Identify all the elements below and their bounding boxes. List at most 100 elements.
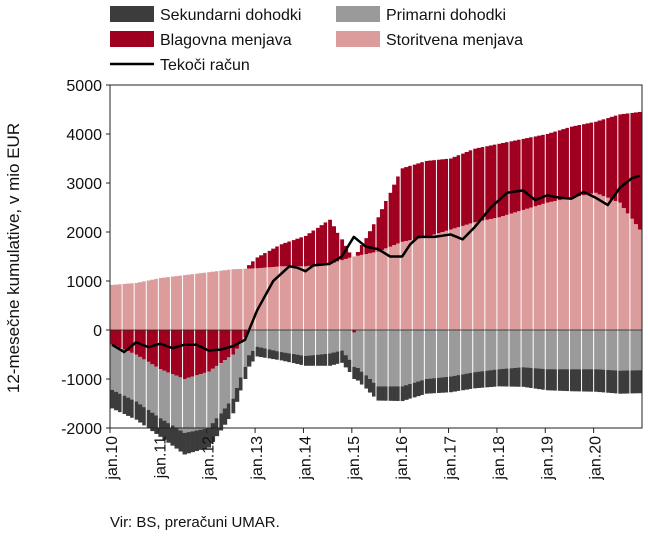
x-tick-label-4: jan.14 xyxy=(297,436,314,481)
bar-sekundarni-66 xyxy=(376,386,381,401)
bar-storitvena-70 xyxy=(392,245,397,330)
bar-blagovna-127 xyxy=(621,113,627,208)
bar-blagovna-66 xyxy=(376,217,381,252)
legend-label-sekundarni: Sekundarni dohodki xyxy=(160,7,301,24)
bar-sekundarni-86 xyxy=(456,375,461,391)
bar-blagovna-113 xyxy=(565,127,570,199)
bar-sekundarni-34 xyxy=(247,355,252,367)
plot-frame xyxy=(109,84,643,429)
bar-blagovna-94 xyxy=(488,145,494,219)
bar-storitvena-40 xyxy=(271,266,276,330)
x-tick-label-1: jan.11 xyxy=(152,436,169,480)
bar-primarni-122 xyxy=(601,330,607,370)
bar-primarni-55 xyxy=(331,330,336,353)
bar-sekundarni-3 xyxy=(122,395,127,415)
bar-primarni-31 xyxy=(234,348,240,388)
bar-primarni-129 xyxy=(629,330,635,371)
bar-primarni-18 xyxy=(182,379,187,433)
bar-storitvena-111 xyxy=(557,200,562,330)
bar-blagovna-83 xyxy=(444,158,449,231)
bar-primarni-102 xyxy=(521,330,526,368)
bar-blagovna-72 xyxy=(400,168,405,242)
bar-blagovna-86 xyxy=(456,155,461,228)
y-tick-label-0: 0 xyxy=(93,323,102,340)
bar-storitvena-83 xyxy=(444,230,449,330)
bar-blagovna-105 xyxy=(533,136,538,207)
bar-storitvena-66 xyxy=(376,251,381,330)
bar-blagovna-85 xyxy=(452,156,457,229)
bar-blagovna-106 xyxy=(537,135,542,206)
bar-blagovna-129 xyxy=(629,112,635,219)
x-tick-label-7: jan.17 xyxy=(443,436,460,481)
bar-blagovna-64 xyxy=(367,231,373,254)
bar-primarni-121 xyxy=(597,330,602,370)
bar-primarni-24 xyxy=(206,371,212,428)
bar-sekundarni-91 xyxy=(476,371,482,388)
bar-storitvena-12 xyxy=(158,278,163,330)
bar-blagovna-2 xyxy=(118,330,123,348)
bar-primarni-2 xyxy=(118,347,123,394)
bar-storitvena-47 xyxy=(299,266,304,330)
bar-blagovna-57 xyxy=(339,239,345,261)
bar-blagovna-20 xyxy=(190,330,195,377)
y-tick-label-1000: 1000 xyxy=(66,274,102,291)
legend-label-blagovna: Blagovna menjava xyxy=(160,32,292,49)
bar-blagovna-55 xyxy=(331,226,336,263)
bar-blagovna-68 xyxy=(384,200,389,249)
bar-sekundarni-5 xyxy=(130,399,135,418)
bar-storitvena-1 xyxy=(114,284,119,330)
bar-sekundarni-0 xyxy=(110,389,115,409)
bar-sekundarni-37 xyxy=(259,347,264,358)
bar-primarni-7 xyxy=(138,356,143,405)
bar-blagovna-14 xyxy=(166,330,171,373)
bar-sekundarni-113 xyxy=(565,369,570,392)
bar-blagovna-31 xyxy=(234,330,240,349)
bar-sekundarni-121 xyxy=(597,369,602,393)
bar-primarni-124 xyxy=(609,330,615,371)
x-tick-label-8: jan.18 xyxy=(491,436,508,481)
bar-primarni-10 xyxy=(150,364,155,413)
bar-blagovna-73 xyxy=(404,167,409,241)
bar-primarni-85 xyxy=(452,330,457,376)
bar-blagovna-102 xyxy=(521,138,526,210)
bar-sekundarni-55 xyxy=(331,352,336,365)
bar-sekundarni-6 xyxy=(134,401,139,420)
bar-blagovna-98 xyxy=(504,142,510,215)
bar-blagovna-32 xyxy=(238,330,244,344)
bar-blagovna-39 xyxy=(267,250,272,268)
bar-sekundarni-128 xyxy=(625,370,631,394)
bar-blagovna-104 xyxy=(529,137,534,208)
bar-primarni-107 xyxy=(541,330,546,369)
bar-blagovna-79 xyxy=(428,160,433,236)
bar-storitvena-3 xyxy=(122,283,127,330)
bar-primarni-3 xyxy=(122,349,127,396)
x-tick-label-5: jan.15 xyxy=(346,436,363,481)
legend: Sekundarni dohodki Primarni dohodki Blag… xyxy=(110,6,523,74)
bar-storitvena-30 xyxy=(230,269,236,330)
bar-primarni-51 xyxy=(315,330,320,355)
bar-primarni-15 xyxy=(170,374,175,426)
bar-sekundarni-51 xyxy=(315,354,320,366)
bar-blagovna-36 xyxy=(255,257,260,269)
bar-primarni-38 xyxy=(263,330,268,349)
bar-sekundarni-92 xyxy=(480,371,486,388)
bar-primarni-30 xyxy=(230,354,236,399)
bar-storitvena-74 xyxy=(408,240,413,330)
bar-sekundarni-27 xyxy=(218,413,224,431)
bar-blagovna-119 xyxy=(589,122,594,194)
bar-sekundarni-131 xyxy=(637,370,643,394)
bar-sekundarni-70 xyxy=(392,386,397,401)
bar-blagovna-97 xyxy=(500,142,506,217)
bar-storitvena-117 xyxy=(581,195,586,330)
bar-blagovna-107 xyxy=(541,134,546,204)
bar-storitvena-51 xyxy=(315,265,320,330)
bar-sekundarni-65 xyxy=(371,382,377,397)
bar-blagovna-126 xyxy=(617,114,623,203)
bar-storitvena-99 xyxy=(509,213,514,331)
x-tick-label-3: jan.13 xyxy=(249,436,266,481)
bar-storitvena-73 xyxy=(404,240,409,330)
bar-sekundarni-18 xyxy=(182,432,187,455)
y-tick-label-2000: 2000 xyxy=(66,225,102,242)
bar-sekundarni-53 xyxy=(323,353,328,366)
bar-storitvena-22 xyxy=(198,273,203,330)
